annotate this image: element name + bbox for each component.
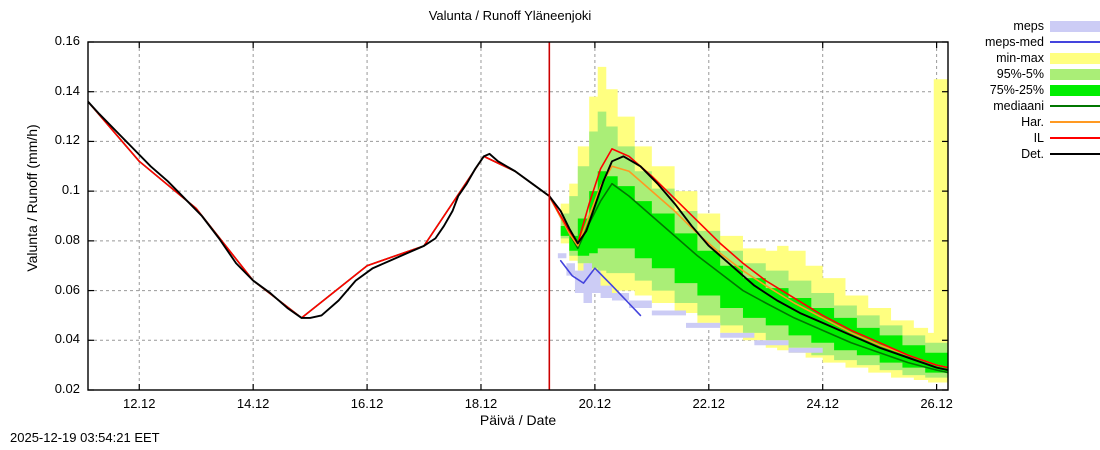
x-tick-label: 18.12 [464, 396, 498, 411]
band-75-25- [549, 171, 948, 376]
series-il [88, 100, 948, 369]
x-tick-label: 24.12 [806, 396, 839, 411]
x-tick-label: 16.12 [350, 396, 384, 411]
series-det- [88, 100, 948, 372]
y-tick-label: 0.12 [54, 132, 80, 148]
legend-line-swatch [1050, 153, 1100, 155]
generation-timestamp: 2025-12-19 03:54:21 EET [10, 430, 160, 445]
uncertainty-bands [549, 66, 948, 383]
legend-label: 75%-25% [989, 83, 1044, 97]
legend-band-swatch [1050, 20, 1100, 32]
y-tick-label: 0.16 [54, 33, 80, 48]
legend-line-swatch [1050, 41, 1100, 43]
x-axis-label: Päivä / Date [479, 412, 557, 428]
legend-line-swatch [1050, 121, 1100, 123]
legend-label: meps [1013, 19, 1044, 33]
series-har- [548, 165, 948, 369]
series-meps-med [559, 259, 642, 317]
legend-label: min-max [996, 51, 1044, 65]
y-tick-label: 0.04 [54, 331, 80, 347]
x-tick-label: 12.12 [122, 396, 156, 411]
legend-band-swatch [1050, 84, 1100, 96]
y-tick-label: 0.1 [61, 182, 80, 198]
legend-label: IL [1033, 131, 1044, 145]
band-95-5- [549, 111, 948, 381]
chart-legend: meps meps-med min-max 95%-5% 75%-25% mediaani… [960, 18, 1100, 162]
y-tick-label: 0.02 [54, 381, 80, 396]
legend-band-swatch [1050, 52, 1100, 64]
legend-line-swatch [1050, 137, 1100, 139]
legend-label: Har. [1021, 115, 1044, 129]
legend-label: mediaani [993, 99, 1044, 113]
legend-label: 95%-5% [996, 67, 1044, 81]
legend-item-il: IL [960, 130, 1100, 146]
legend-item-mediaani: mediaani [960, 98, 1100, 114]
plot-frame [87, 41, 949, 391]
legend-item-meps-med: meps-med [960, 34, 1100, 50]
legend-band-swatch [1050, 68, 1100, 80]
legend-item-det-: Det. [960, 146, 1100, 162]
x-tick-label: 26.12 [920, 396, 953, 411]
x-tick-label: 22.12 [692, 396, 726, 411]
legend-line-swatch [1050, 105, 1100, 107]
y-tick-label: 0.14 [54, 82, 80, 98]
legend-label: Det. [1021, 147, 1044, 161]
band-meps [557, 253, 823, 361]
legend-item-75-25-: 75%-25% [960, 82, 1100, 98]
y-tick-label: 0.08 [54, 231, 80, 247]
y-tick-label: 0.06 [54, 281, 80, 297]
legend-item-min-max: min-max [960, 50, 1100, 66]
legend-item-meps: meps [960, 18, 1100, 34]
band-min-max [549, 66, 948, 383]
legend-item-har-: Har. [960, 114, 1100, 130]
x-tick-label: 20.12 [578, 396, 612, 411]
legend-item-95-5-: 95%-5% [960, 66, 1100, 82]
x-tick-label: 14.12 [236, 396, 270, 411]
data-series-lines [88, 100, 948, 374]
legend-label: meps-med [984, 35, 1044, 49]
chart-title: Valunta / Runoff Yläneenjoki [428, 8, 592, 23]
